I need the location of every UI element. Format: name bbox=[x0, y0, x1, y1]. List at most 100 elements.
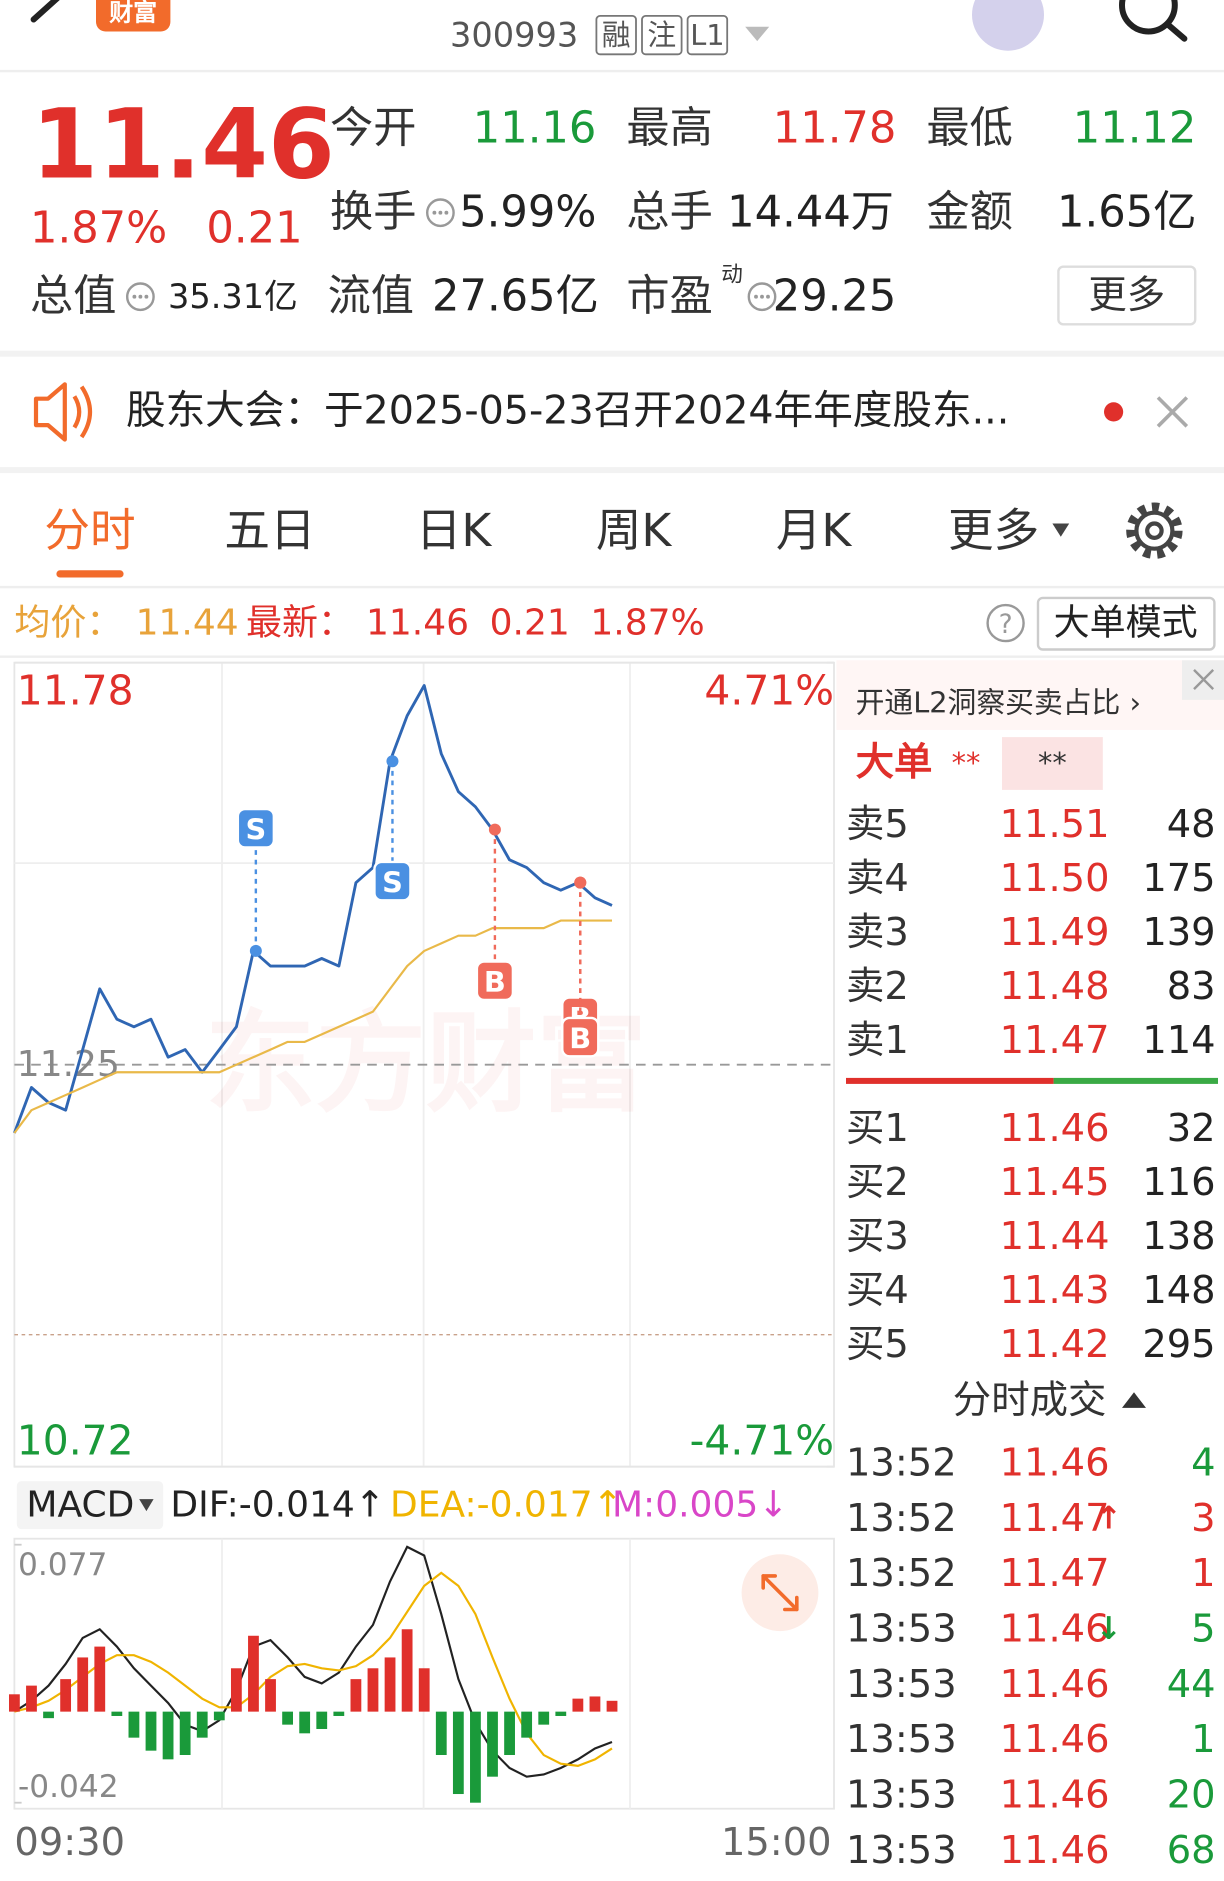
ask-label: 卖3 bbox=[846, 910, 909, 955]
section-gap bbox=[0, 467, 1224, 474]
ask-label: 卖5 bbox=[846, 802, 909, 847]
ask-volume: 175 bbox=[1142, 856, 1215, 901]
stat-sup: 动 bbox=[721, 263, 743, 288]
stat-label: 总值 bbox=[30, 272, 116, 322]
marker-badge[interactable] bbox=[475, 960, 515, 1002]
ask-volume: 139 bbox=[1142, 910, 1215, 955]
ask-label: 卖1 bbox=[846, 1018, 909, 1063]
stat-value: 27.65亿 bbox=[432, 272, 599, 322]
trade-volume: 68 bbox=[1167, 1828, 1216, 1873]
avg-value: 11.44 bbox=[136, 603, 239, 644]
settings-gear[interactable] bbox=[1126, 502, 1183, 559]
stat-value: 29.25 bbox=[773, 272, 897, 322]
stock-code: 300993 bbox=[450, 16, 578, 55]
promo-bg bbox=[836, 660, 1224, 730]
info-icon[interactable] bbox=[426, 198, 455, 228]
marker-dot bbox=[386, 755, 399, 768]
macd-bar bbox=[128, 1711, 140, 1738]
macd-bar bbox=[521, 1711, 533, 1738]
macd-bar bbox=[145, 1711, 157, 1751]
stat-value: 11.78 bbox=[773, 104, 897, 154]
macd-bar bbox=[555, 1711, 567, 1716]
info-dot bbox=[432, 210, 437, 215]
macd-bar bbox=[43, 1711, 54, 1719]
app-badge-text: 财富 bbox=[109, 0, 157, 26]
trade-price: 11.46 bbox=[1000, 1662, 1110, 1707]
macd-line bbox=[14, 1571, 613, 1767]
trade-price: 11.46 bbox=[1000, 1717, 1110, 1762]
info-icon[interactable] bbox=[747, 282, 777, 312]
marker-badge[interactable] bbox=[561, 1016, 600, 1058]
speaker-icon bbox=[33, 382, 93, 442]
macd-y-label: -0.042 bbox=[18, 1769, 119, 1805]
tab[interactable]: 五日 bbox=[224, 504, 315, 557]
macd-bar bbox=[538, 1711, 550, 1725]
more-button[interactable] bbox=[1057, 265, 1197, 326]
stat-label: 金额 bbox=[926, 188, 1012, 238]
macd-bar bbox=[213, 1711, 225, 1721]
dropdown-icon[interactable] bbox=[745, 26, 770, 42]
change-pct: 1.87% bbox=[30, 203, 167, 253]
y-tick-label: 11.78 bbox=[17, 666, 134, 714]
bid-label: 买1 bbox=[846, 1106, 909, 1151]
help-icon[interactable] bbox=[986, 603, 1025, 643]
bid-volume: 116 bbox=[1142, 1160, 1215, 1205]
bid-volume: 138 bbox=[1142, 1214, 1215, 1259]
macd-bar bbox=[470, 1711, 481, 1803]
marker-badge[interactable] bbox=[236, 807, 276, 849]
search-icon[interactable] bbox=[1119, 0, 1178, 35]
change: 0.21 bbox=[206, 203, 302, 253]
x-tick-label: 09:30 bbox=[14, 1820, 125, 1865]
macd-bar bbox=[316, 1711, 328, 1729]
stat-value: 5.99% bbox=[459, 188, 596, 238]
macd-bar bbox=[367, 1668, 379, 1712]
macd-bar bbox=[487, 1711, 498, 1777]
info-dot bbox=[444, 210, 449, 215]
info-dot bbox=[132, 294, 137, 299]
info-dot bbox=[754, 294, 758, 299]
promo-text[interactable]: 开通L2洞察买卖占比 › bbox=[856, 685, 1141, 719]
price-line bbox=[13, 919, 612, 1134]
avatar[interactable] bbox=[972, 0, 1044, 51]
promo-close[interactable] bbox=[1193, 669, 1215, 690]
notice-text: 股东大会：于2025-05-23召开2024年年度股东... bbox=[126, 388, 1009, 434]
trade-time: 13:52 bbox=[846, 1441, 957, 1486]
tab-underline bbox=[56, 570, 124, 578]
trade-volume: 20 bbox=[1167, 1773, 1216, 1818]
stat-value: 11.12 bbox=[1073, 104, 1197, 154]
tab[interactable]: 周K bbox=[596, 504, 673, 557]
close-icon[interactable] bbox=[1156, 396, 1189, 428]
bid-price: 11.46 bbox=[1000, 1106, 1110, 1151]
trade-price: 11.46 bbox=[1000, 1607, 1110, 1652]
trade-time: 13:53 bbox=[846, 1607, 957, 1652]
macd-bar bbox=[504, 1711, 515, 1756]
last-price: 11.46 bbox=[31, 88, 335, 200]
info-icon[interactable] bbox=[126, 282, 155, 312]
more-button-text: 更多 bbox=[1088, 273, 1165, 318]
marker-badge[interactable] bbox=[373, 860, 412, 902]
tab-dropdown-icon bbox=[1052, 523, 1070, 537]
tab[interactable]: 分时 bbox=[44, 504, 135, 557]
bid-volume: 32 bbox=[1167, 1106, 1216, 1151]
bid-price: 11.42 bbox=[1000, 1322, 1110, 1367]
ask-volume: 114 bbox=[1142, 1018, 1215, 1063]
macd-bar bbox=[230, 1668, 242, 1712]
tab[interactable]: 更多 bbox=[948, 504, 1039, 557]
trade-time: 13:52 bbox=[846, 1551, 957, 1596]
macd-select[interactable] bbox=[16, 1481, 164, 1530]
macd-bar bbox=[196, 1711, 208, 1738]
mode-button[interactable] bbox=[1036, 596, 1216, 651]
ask-price: 11.49 bbox=[1000, 910, 1110, 955]
tab[interactable]: 日K bbox=[416, 504, 493, 557]
avg-label: 均价： bbox=[14, 603, 122, 644]
trades-toggle[interactable] bbox=[1122, 1392, 1146, 1408]
macd-dropdown-icon bbox=[139, 1499, 154, 1512]
tab[interactable]: 月K bbox=[776, 504, 853, 557]
macd-legend: M:0.005↓ bbox=[612, 1485, 788, 1526]
macd-bar bbox=[265, 1679, 276, 1712]
trade-arrow: ↑ bbox=[1096, 1500, 1122, 1536]
macd-bar bbox=[384, 1657, 396, 1712]
badge-text: L1 bbox=[690, 18, 724, 52]
back-icon[interactable] bbox=[30, 0, 60, 23]
